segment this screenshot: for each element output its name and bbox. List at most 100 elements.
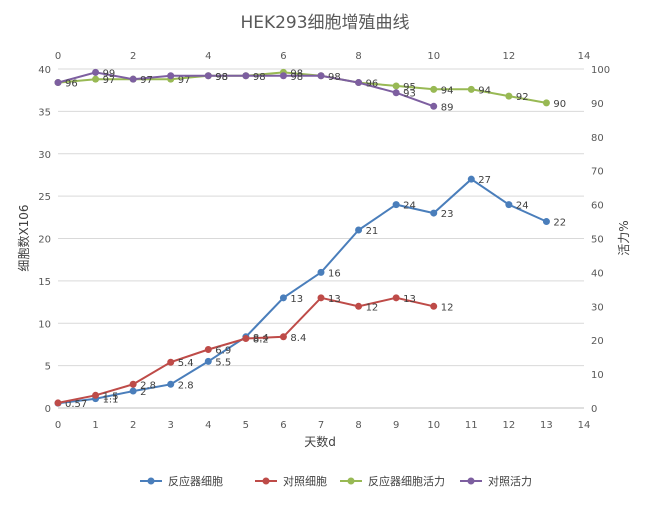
data-label: 27 xyxy=(478,175,491,186)
data-point xyxy=(317,294,325,302)
y-left-tick-label: 40 xyxy=(38,65,51,76)
legend-marker xyxy=(262,477,270,485)
data-label: 13 xyxy=(328,294,341,305)
series-line xyxy=(57,296,434,404)
data-label: 2.8 xyxy=(140,380,156,391)
data-point xyxy=(505,92,513,100)
data-label: 97 xyxy=(103,75,116,86)
data-point xyxy=(505,201,513,209)
x-tick-label: 4 xyxy=(205,420,211,431)
data-label: 0.57 xyxy=(65,399,87,410)
y-left-tick-label: 15 xyxy=(38,277,51,288)
data-point xyxy=(129,75,137,83)
data-point xyxy=(392,82,400,90)
data-label: 2 xyxy=(140,387,146,398)
data-label: 96 xyxy=(65,79,78,90)
data-label: 13 xyxy=(403,294,416,305)
legend-marker xyxy=(467,477,475,485)
data-label: 2.8 xyxy=(178,380,194,391)
data-point xyxy=(92,68,100,76)
y-left-tick-label: 5 xyxy=(45,362,51,373)
data-label: 96 xyxy=(366,79,379,90)
data-label: 5.5 xyxy=(215,357,231,368)
y-left-tick-label: 25 xyxy=(38,192,51,203)
data-point xyxy=(355,226,363,234)
data-point xyxy=(355,302,363,310)
data-label: 13 xyxy=(290,294,303,305)
data-label: 24 xyxy=(403,201,416,212)
x-tick-label: 12 xyxy=(502,420,515,431)
data-label: 8.2 xyxy=(253,335,269,346)
data-label: 93 xyxy=(403,89,416,100)
data-point xyxy=(279,333,287,341)
y-right-tick-label: 60 xyxy=(591,201,604,212)
y-right-tick-label: 70 xyxy=(591,167,604,178)
data-point xyxy=(279,72,287,80)
y-right-tick-label: 100 xyxy=(591,65,610,76)
y-right-tick-label: 30 xyxy=(591,302,604,313)
y-right-tick-label: 80 xyxy=(591,133,604,144)
y-left-tick-label: 10 xyxy=(38,319,51,330)
data-point xyxy=(204,357,212,365)
data-point xyxy=(467,85,475,93)
x-tick-label: 11 xyxy=(465,420,478,431)
y-left-tick-label: 35 xyxy=(38,107,51,118)
data-label: 95 xyxy=(403,82,416,93)
y-right-axis-title: 活力% xyxy=(617,220,631,255)
x2-tick-label: 0 xyxy=(55,51,61,62)
x-axis-title: 天数d xyxy=(304,434,336,449)
x-tick-label: 2 xyxy=(130,420,136,431)
x2-tick-label: 10 xyxy=(427,51,440,62)
data-label: 94 xyxy=(441,85,454,96)
data-point xyxy=(167,358,175,366)
data-label: 21 xyxy=(366,226,379,237)
data-point xyxy=(129,387,137,395)
gridlines xyxy=(58,68,584,409)
data-label: 98 xyxy=(215,72,228,83)
x2-tick-label: 2 xyxy=(130,51,136,62)
data-label: 1.5 xyxy=(103,391,119,402)
data-point xyxy=(92,75,100,83)
data-point xyxy=(129,380,137,388)
series-2: 1.5 2.8 5.4 6.9 8.2 8.4 13 12 13 12 xyxy=(54,294,453,407)
x2-tick-label: 4 xyxy=(205,51,211,62)
legend-label: 反应器细胞活力 xyxy=(368,474,445,488)
x-tick-label: 9 xyxy=(393,420,399,431)
legend-label: 反应器细胞 xyxy=(168,474,223,488)
data-point xyxy=(317,72,325,80)
data-point xyxy=(242,72,250,80)
data-label: 6.9 xyxy=(215,346,231,357)
data-point xyxy=(430,102,438,110)
data-point xyxy=(542,99,550,107)
data-label: 16 xyxy=(328,268,341,279)
y-left-tick-label: 30 xyxy=(38,150,51,161)
data-label: 12 xyxy=(366,302,379,313)
legend-label: 对照活力 xyxy=(488,474,532,488)
data-point xyxy=(167,380,175,388)
x-tick-label: 1 xyxy=(92,420,98,431)
x-tick-label: 7 xyxy=(318,420,324,431)
legend-item: 反应器细胞 xyxy=(140,474,223,488)
data-point xyxy=(279,294,287,302)
data-label: 89 xyxy=(441,102,454,113)
series-line xyxy=(57,177,547,405)
x-tick-label: 10 xyxy=(427,420,440,431)
data-point xyxy=(430,209,438,217)
data-label: 22 xyxy=(553,218,566,229)
data-point xyxy=(355,79,363,87)
x2-tick-label: 8 xyxy=(355,51,361,62)
data-label: 5.4 xyxy=(178,358,194,369)
data-label: 90 xyxy=(553,99,566,110)
data-label: 8.4 xyxy=(290,333,306,344)
data-label: 98 xyxy=(253,72,266,83)
y-left-tick-label: 0 xyxy=(45,404,51,415)
data-label: 97 xyxy=(140,75,153,86)
data-label: 23 xyxy=(441,209,454,220)
legend: 反应器细胞 对照细胞 反应器细胞活力 对照活力 xyxy=(140,474,532,488)
y-right-tick-label: 0 xyxy=(591,404,597,415)
data-point xyxy=(242,335,250,343)
